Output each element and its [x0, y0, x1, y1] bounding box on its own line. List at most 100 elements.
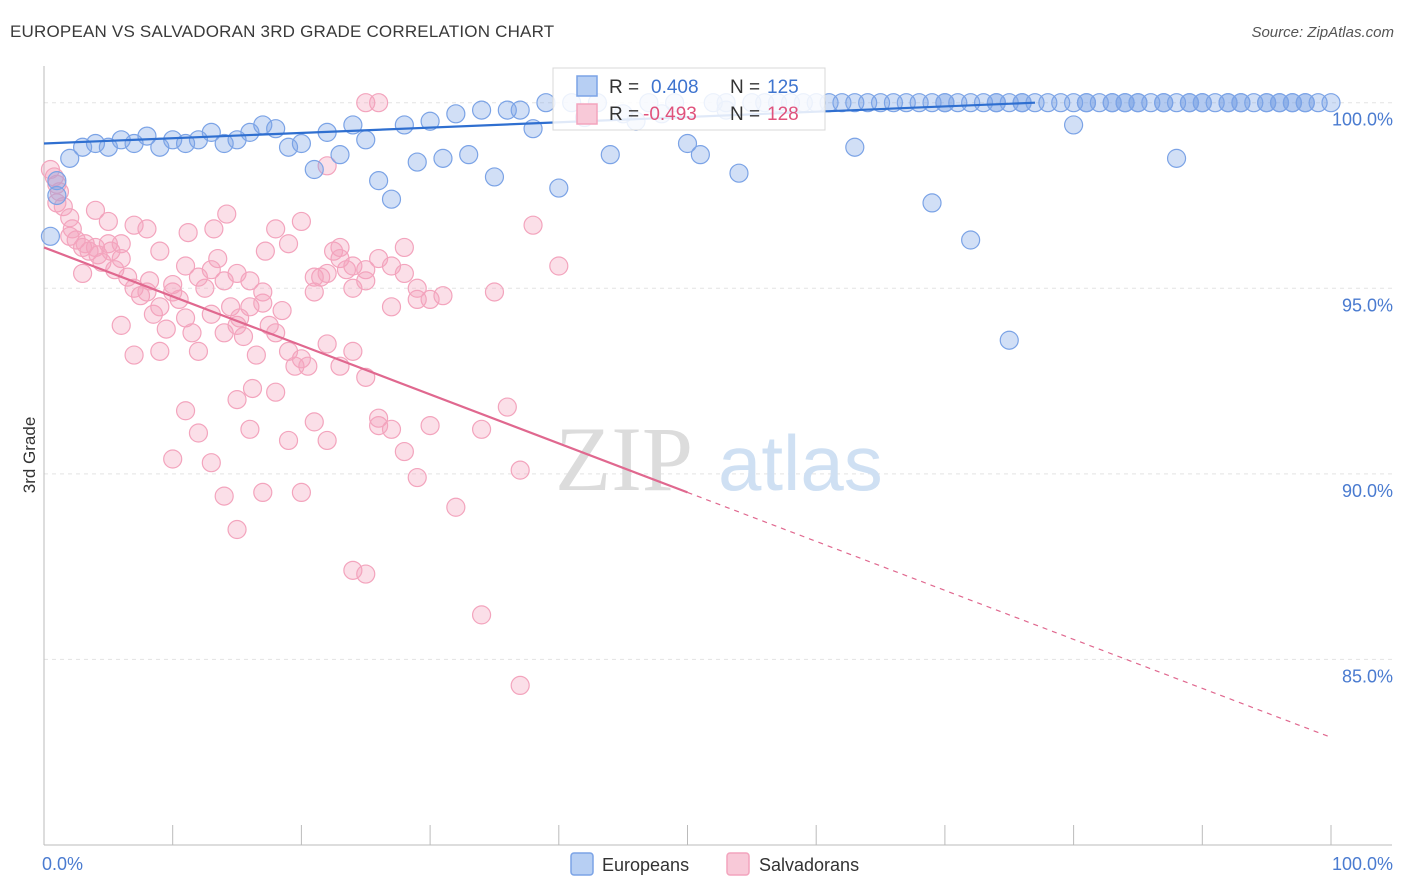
salvadorans-point-116 — [60, 226, 80, 246]
salvadorans-point-120 — [62, 219, 82, 239]
salvadorans-point-26 — [208, 248, 228, 269]
salvadorans-point-86 — [227, 519, 247, 540]
salvadorans-point-97 — [253, 282, 273, 302]
y-tick-label-1: 95.0% — [1342, 295, 1393, 315]
stats-n-value-europeans: 125 — [767, 77, 799, 98]
salvadorans-point-43 — [317, 334, 337, 354]
salvadorans-points — [40, 93, 569, 696]
stats-swatch-europeans — [576, 75, 598, 97]
salvadorans-point-73 — [304, 412, 324, 432]
salvadorans-point-107 — [381, 297, 402, 317]
europeans-point-52 — [690, 145, 710, 165]
salvadorans-point-91 — [175, 256, 196, 276]
europeans-point-113 — [1308, 93, 1328, 113]
europeans-point-32 — [433, 148, 453, 168]
salvadorans-point-132 — [356, 93, 376, 113]
europeans-point-51 — [677, 133, 698, 154]
salvadorans-point-49 — [369, 408, 389, 428]
y-tick-label-2: 90.0% — [1342, 481, 1393, 501]
stats-swatch-salvadorans — [576, 103, 598, 125]
salvadorans-point-60 — [111, 315, 131, 335]
salvadorans-point-40 — [298, 356, 318, 376]
salvadorans-point-69 — [253, 482, 273, 503]
europeans-point-2 — [47, 185, 67, 206]
salvadorans-point-53 — [420, 415, 440, 436]
salvadorans-point-64 — [188, 423, 209, 443]
europeans-point-28 — [381, 189, 402, 209]
europeans-point-31 — [420, 111, 440, 131]
salvadorans-point-11 — [111, 248, 131, 269]
salvadorans-point-48 — [356, 367, 376, 387]
salvadorans-trend-line — [43, 246, 688, 494]
salvadorans-point-36 — [272, 300, 292, 321]
salvadorans-point-57 — [497, 397, 517, 417]
legend: Europeans Salvadorans — [570, 852, 859, 876]
europeans-point-21 — [291, 133, 311, 154]
stats-r-label-europeans: R = — [609, 77, 639, 98]
salvadorans-point-104 — [343, 256, 363, 276]
salvadorans-point-76 — [343, 341, 363, 361]
salvadorans-point-112 — [98, 211, 118, 232]
salvadorans-point-105 — [356, 271, 376, 291]
europeans-point-33 — [446, 104, 466, 124]
salvadorans-point-55 — [446, 497, 466, 517]
europeans-point-124 — [1282, 93, 1302, 113]
europeans-point-122 — [1231, 93, 1251, 113]
europeans-point-22 — [304, 159, 324, 180]
salvadorans-point-110 — [420, 289, 440, 310]
salvadorans-point-98 — [266, 219, 286, 239]
salvadorans-point-126 — [204, 219, 224, 239]
europeans-point-29 — [394, 115, 414, 135]
europeans-point-45 — [600, 145, 620, 165]
salvadorans-point-16 — [143, 304, 163, 324]
europeans-point-123 — [1257, 93, 1277, 113]
watermark-zip: ZIP — [555, 408, 693, 510]
stats-box: R = 0.408 N = 125 R = -0.493 N = 128 — [552, 67, 826, 131]
x-tick-label-0: 0.0% — [42, 854, 83, 874]
europeans-trend-line — [43, 101, 1036, 145]
salvadorans-point-123 — [101, 241, 121, 261]
salvadorans-point-33 — [253, 293, 273, 313]
salvadorans-point-39 — [291, 349, 311, 369]
salvadorans-point-24 — [195, 278, 215, 298]
salvadorans-point-65 — [201, 453, 221, 473]
salvadorans-point-113 — [111, 234, 131, 254]
salvadorans-point-23 — [188, 341, 209, 361]
europeans-point-36 — [484, 167, 505, 187]
stats-n-label-europeans: N = — [730, 77, 760, 98]
salvadorans-point-45 — [330, 237, 350, 258]
europeans-point-30 — [407, 152, 427, 172]
europeans-point-106 — [1063, 115, 1084, 135]
legend-label-salvadorans: Salvadorans — [759, 855, 859, 875]
salvadorans-point-17 — [150, 297, 170, 317]
europeans-point-25 — [343, 115, 363, 135]
europeans-point-103 — [922, 193, 942, 213]
salvadorans-point-96 — [240, 271, 260, 291]
salvadorans-point-127 — [217, 204, 237, 224]
legend-label-europeans: Europeans — [602, 855, 689, 875]
europeans-point-119 — [1115, 93, 1135, 113]
europeans-point-38 — [510, 100, 530, 120]
europeans-point-104 — [961, 230, 981, 250]
salvadorans-point-106 — [369, 248, 389, 269]
salvadorans-point-84 — [471, 605, 492, 625]
salvadorans-point-66 — [214, 486, 234, 506]
europeans-point-24 — [330, 145, 350, 165]
salvadorans-point-51 — [394, 441, 414, 462]
salvadorans-point-109 — [407, 278, 427, 298]
salvadorans-point-99 — [278, 234, 299, 254]
salvadorans-point-92 — [188, 267, 209, 287]
legend-swatch-europeans — [570, 852, 594, 876]
salvadorans-point-94 — [214, 323, 234, 343]
source-label: Source: ZipAtlas.com — [1251, 24, 1394, 41]
salvadorans-trend-extension — [687, 491, 1332, 738]
salvadorans-point-18 — [156, 319, 176, 339]
europeans-point-102 — [845, 137, 865, 157]
salvadorans-point-78 — [369, 415, 389, 436]
y-tick-label-3: 85.0% — [1342, 666, 1393, 686]
europeans-point-26 — [356, 130, 376, 150]
salvadorans-point-125 — [178, 222, 198, 243]
salvadorans-point-89 — [150, 241, 170, 261]
salvadorans-point-121 — [75, 234, 95, 254]
